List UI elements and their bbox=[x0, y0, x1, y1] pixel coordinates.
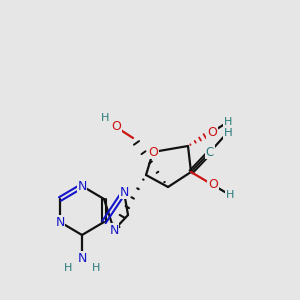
Text: H: H bbox=[224, 125, 232, 139]
Text: C: C bbox=[206, 146, 214, 158]
Text: O: O bbox=[207, 125, 217, 139]
Text: H: H bbox=[224, 117, 232, 127]
Text: O: O bbox=[148, 146, 158, 158]
Text: N: N bbox=[77, 179, 87, 193]
Text: H: H bbox=[101, 113, 109, 123]
Text: H: H bbox=[64, 263, 72, 273]
Text: O: O bbox=[208, 178, 218, 191]
Text: N: N bbox=[119, 185, 129, 199]
Text: H: H bbox=[226, 190, 234, 200]
Text: H: H bbox=[92, 263, 100, 273]
Text: N: N bbox=[55, 215, 65, 229]
Text: N: N bbox=[109, 224, 119, 236]
Text: O: O bbox=[111, 121, 121, 134]
Text: N: N bbox=[77, 251, 87, 265]
